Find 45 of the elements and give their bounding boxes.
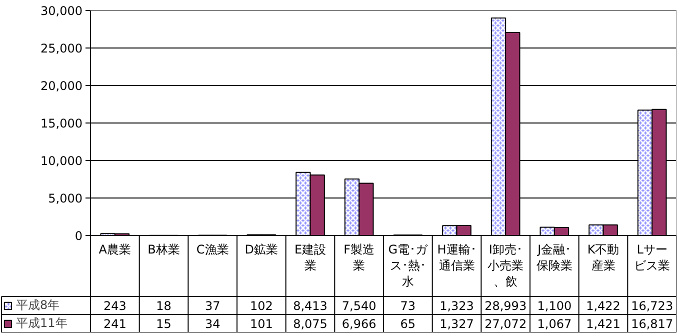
data-label: 6,966 [342, 317, 376, 331]
data-label: 27,072 [484, 317, 527, 331]
y-tick-label: 5,000 [48, 192, 83, 206]
x-tick-label: K不動産業 [587, 242, 620, 272]
data-label: 37 [204, 299, 220, 313]
data-label: 1,421 [586, 317, 620, 331]
y-tick-label: 20,000 [40, 79, 83, 93]
x-tick-label: F製造業 [344, 242, 375, 272]
x-tick-label: J金融･保険業 [536, 242, 572, 272]
data-label: 15 [156, 317, 172, 331]
data-label: 34 [204, 317, 220, 331]
x-tick-label: C漁業 [196, 242, 229, 256]
x-tick-label: G電･ガス･熱･水 [388, 242, 429, 288]
y-tick-label: 0 [74, 229, 83, 243]
data-label: 8,413 [293, 299, 328, 313]
data-label: 1,067 [537, 317, 572, 331]
x-tick-label: H運輸･通信業 [437, 242, 476, 272]
data-label: 16,723 [631, 299, 674, 313]
data-label: 73 [400, 299, 416, 313]
data-label: 102 [250, 299, 273, 313]
x-tick-label: B林業 [148, 242, 180, 256]
data-label: 8,075 [293, 317, 328, 331]
legend-label: 平成8年 [16, 296, 60, 314]
data-label: 1,100 [537, 299, 572, 313]
legend-label: 平成11年 [16, 314, 68, 332]
data-label: 101 [250, 317, 273, 331]
data-label: 7,540 [342, 299, 376, 313]
data-label: 16,817 [631, 317, 674, 331]
data-label: 1,422 [586, 299, 620, 313]
y-tick-label: 30,000 [40, 4, 83, 18]
data-label: 241 [103, 317, 126, 331]
data-label: 18 [156, 299, 172, 313]
x-tick-label: I卸売･小売業、飲 [488, 242, 524, 288]
data-label: 243 [103, 299, 126, 313]
x-tick-label: D鉱業 [244, 242, 278, 256]
x-tick-label: E建設業 [294, 242, 326, 272]
data-label: 1,327 [440, 317, 474, 331]
y-tick-label: 15,000 [40, 116, 83, 130]
data-label: 28,993 [484, 299, 527, 313]
y-tick-label: 25,000 [40, 42, 83, 56]
data-label: 65 [400, 317, 416, 331]
x-tick-label: Lサービス業 [634, 242, 670, 272]
x-tick-label: A農業 [98, 242, 132, 256]
data-label: 1,323 [440, 299, 474, 313]
y-tick-label: 10,000 [40, 154, 83, 168]
